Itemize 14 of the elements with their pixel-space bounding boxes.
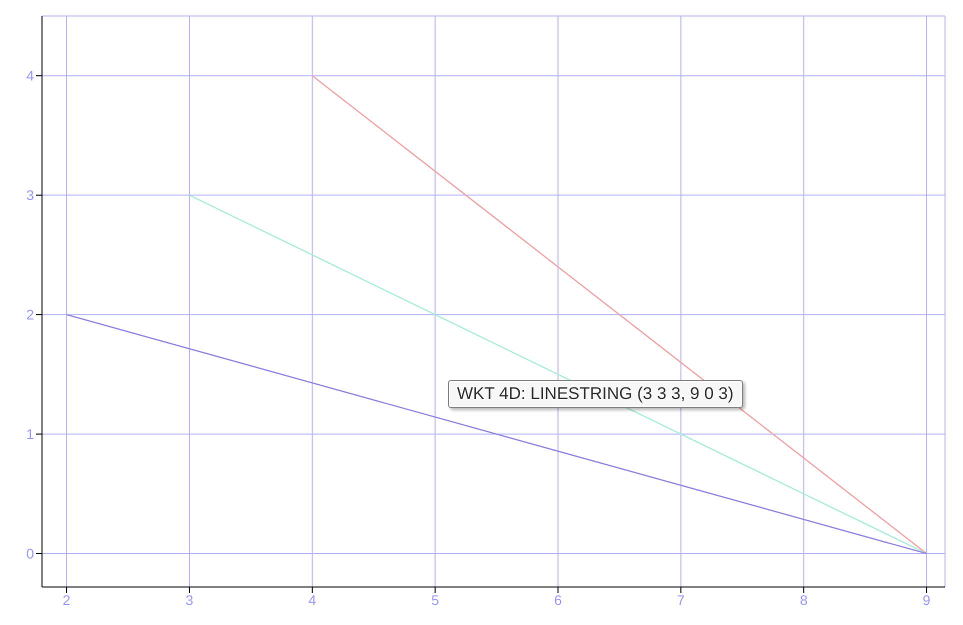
x-tick-label: 3 bbox=[186, 592, 194, 608]
x-tick-label: 8 bbox=[800, 592, 808, 608]
y-tick-label: 0 bbox=[26, 546, 34, 562]
x-tick-label: 7 bbox=[676, 592, 685, 608]
y-tick-label: 1 bbox=[26, 426, 34, 442]
x-tick-label: 9 bbox=[922, 592, 931, 608]
y-tick-label: 4 bbox=[26, 68, 34, 84]
x-tick-label: 6 bbox=[554, 592, 562, 608]
y-tick-label: 3 bbox=[26, 187, 34, 204]
y-tick-label: 2 bbox=[26, 306, 34, 323]
x-tick-label: 4 bbox=[308, 592, 316, 608]
annotation: WKT 4D: LINESTRING (3 3 3, 9 0 3) bbox=[448, 380, 742, 408]
x-tick-label: 2 bbox=[62, 592, 71, 608]
x-tick-label: 5 bbox=[431, 592, 440, 608]
